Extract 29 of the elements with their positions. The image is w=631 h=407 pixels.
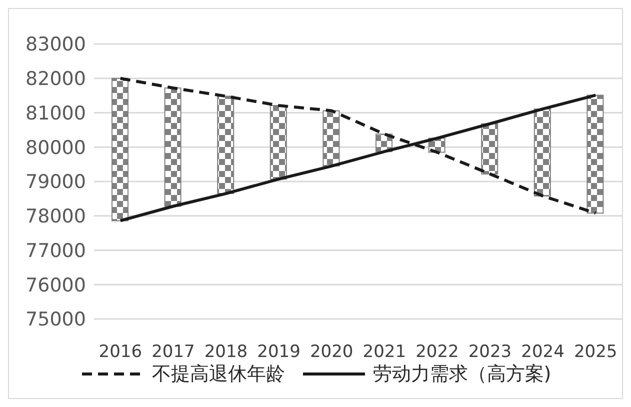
x-tick-label: 2024 [521,342,564,362]
x-tick-label: 2023 [468,342,512,362]
x-tick-label: 2017 [152,342,195,362]
bar [217,96,234,194]
x-tick-label: 2021 [362,342,406,362]
x-tick-label: 2022 [416,342,459,362]
y-tick-label: 77000 [26,240,86,262]
y-tick-label: 78000 [26,206,86,228]
x-tick-label: 2019 [257,342,300,362]
bar [112,78,128,222]
bar [322,110,340,167]
bar [270,105,287,180]
x-tick-label: 2016 [98,342,142,362]
legend-label: 不提高退休年龄 [152,362,285,387]
legend-label: 劳动力需求（高方案) [372,362,552,387]
y-tick-label: 76000 [26,274,86,296]
x-tick-label: 2020 [310,342,354,362]
bar [164,88,182,207]
y-tick-label: 81000 [26,102,86,124]
x-tick-label: 2025 [574,342,618,362]
y-tick-label: 75000 [26,308,86,331]
x-tick-label: 2018 [204,342,248,362]
y-tick-label: 82000 [26,68,86,90]
bar [481,123,498,174]
bar [534,108,551,196]
y-tick-label: 83000 [26,34,86,56]
bar [586,94,604,214]
y-tick-label: 80000 [26,136,86,159]
y-tick-label: 79000 [26,171,86,194]
